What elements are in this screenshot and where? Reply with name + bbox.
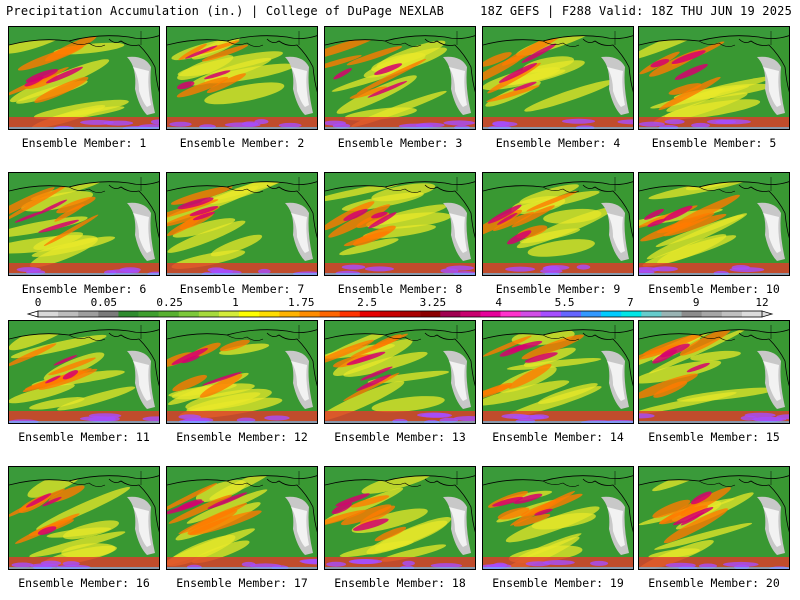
colorbar-tick-label: 1 [232,296,239,309]
ensemble-member-label: Ensemble Member: 12 [176,430,308,444]
ensemble-map-panel [166,320,318,424]
ensemble-map-panel [8,466,160,570]
ensemble-member-label: Ensemble Member: 4 [495,136,621,150]
ensemble-member-label: Ensemble Member: 1 [21,136,147,150]
ensemble-member-label: Ensemble Member: 14 [492,430,624,444]
ensemble-map-panel [324,26,476,130]
chart-title: Precipitation Accumulation (in.) | Colle… [6,4,445,18]
ensemble-map-panel [482,320,634,424]
ensemble-map-panel [8,26,160,130]
colorbar-tick-label: 4 [495,296,503,309]
colorbar-tick-label: 7 [627,296,634,309]
ensemble-map-panel [324,466,476,570]
colorbar-tick-label: 0 [34,296,42,309]
colorbar-tick-label: 2.5 [357,296,378,309]
ensemble-member-label: Ensemble Member: 8 [337,282,463,296]
ensemble-map-panel [638,320,790,424]
ensemble-map-panel [638,172,790,276]
ensemble-member-label: Ensemble Member: 3 [337,136,463,150]
ensemble-map-panel [166,26,318,130]
colorbar-tick-label: 9 [692,296,700,309]
ensemble-map-panel [638,26,790,130]
ensemble-member-label: Ensemble Member: 6 [21,282,147,296]
ensemble-map-panel [166,466,318,570]
ensemble-member-label: Ensemble Member: 9 [495,282,621,296]
ensemble-map-panel [324,172,476,276]
run-valid-time: 18Z GEFS | F288 Valid: 18Z THU JUN 19 20… [480,4,792,18]
ensemble-member-label: Ensemble Member: 7 [179,282,305,296]
ensemble-map-panel [324,320,476,424]
precip-colorbar: 0 0.05 0.25 1 1.75 2.5 3.25 4 5.5 7 9 12 [0,296,800,320]
colorbar-tick-label: 3.25 [419,296,447,309]
ensemble-member-label: Ensemble Member: 13 [334,430,466,444]
colorbar-tick-label: 5.5 [554,296,575,309]
ensemble-map-panel [166,172,318,276]
ensemble-map-panel [8,320,160,424]
colorbar-tick-label: 0.05 [90,296,118,309]
ensemble-map-panel [482,26,634,130]
ensemble-member-label: Ensemble Member: 16 [18,576,150,590]
colorbar-tick-label: 12 [755,296,769,309]
ensemble-member-label: Ensemble Member: 2 [179,136,305,150]
colorbar-tick-label: 1.75 [288,296,315,309]
ensemble-map-panel [482,172,634,276]
ensemble-member-label: Ensemble Member: 17 [176,576,308,590]
colorbar-tick-label: 0.25 [156,296,183,309]
ensemble-map-panel [482,466,634,570]
ensemble-member-label: Ensemble Member: 10 [648,282,780,296]
ensemble-map-panel [638,466,790,570]
ensemble-map-panel [8,172,160,276]
ensemble-member-label: Ensemble Member: 11 [18,430,150,444]
ensemble-member-label: Ensemble Member: 19 [492,576,624,590]
ensemble-member-label: Ensemble Member: 20 [648,576,780,590]
ensemble-member-label: Ensemble Member: 18 [334,576,466,590]
ensemble-member-label: Ensemble Member: 5 [651,136,777,150]
colorbar-strip [26,310,774,318]
ensemble-member-label: Ensemble Member: 15 [648,430,780,444]
